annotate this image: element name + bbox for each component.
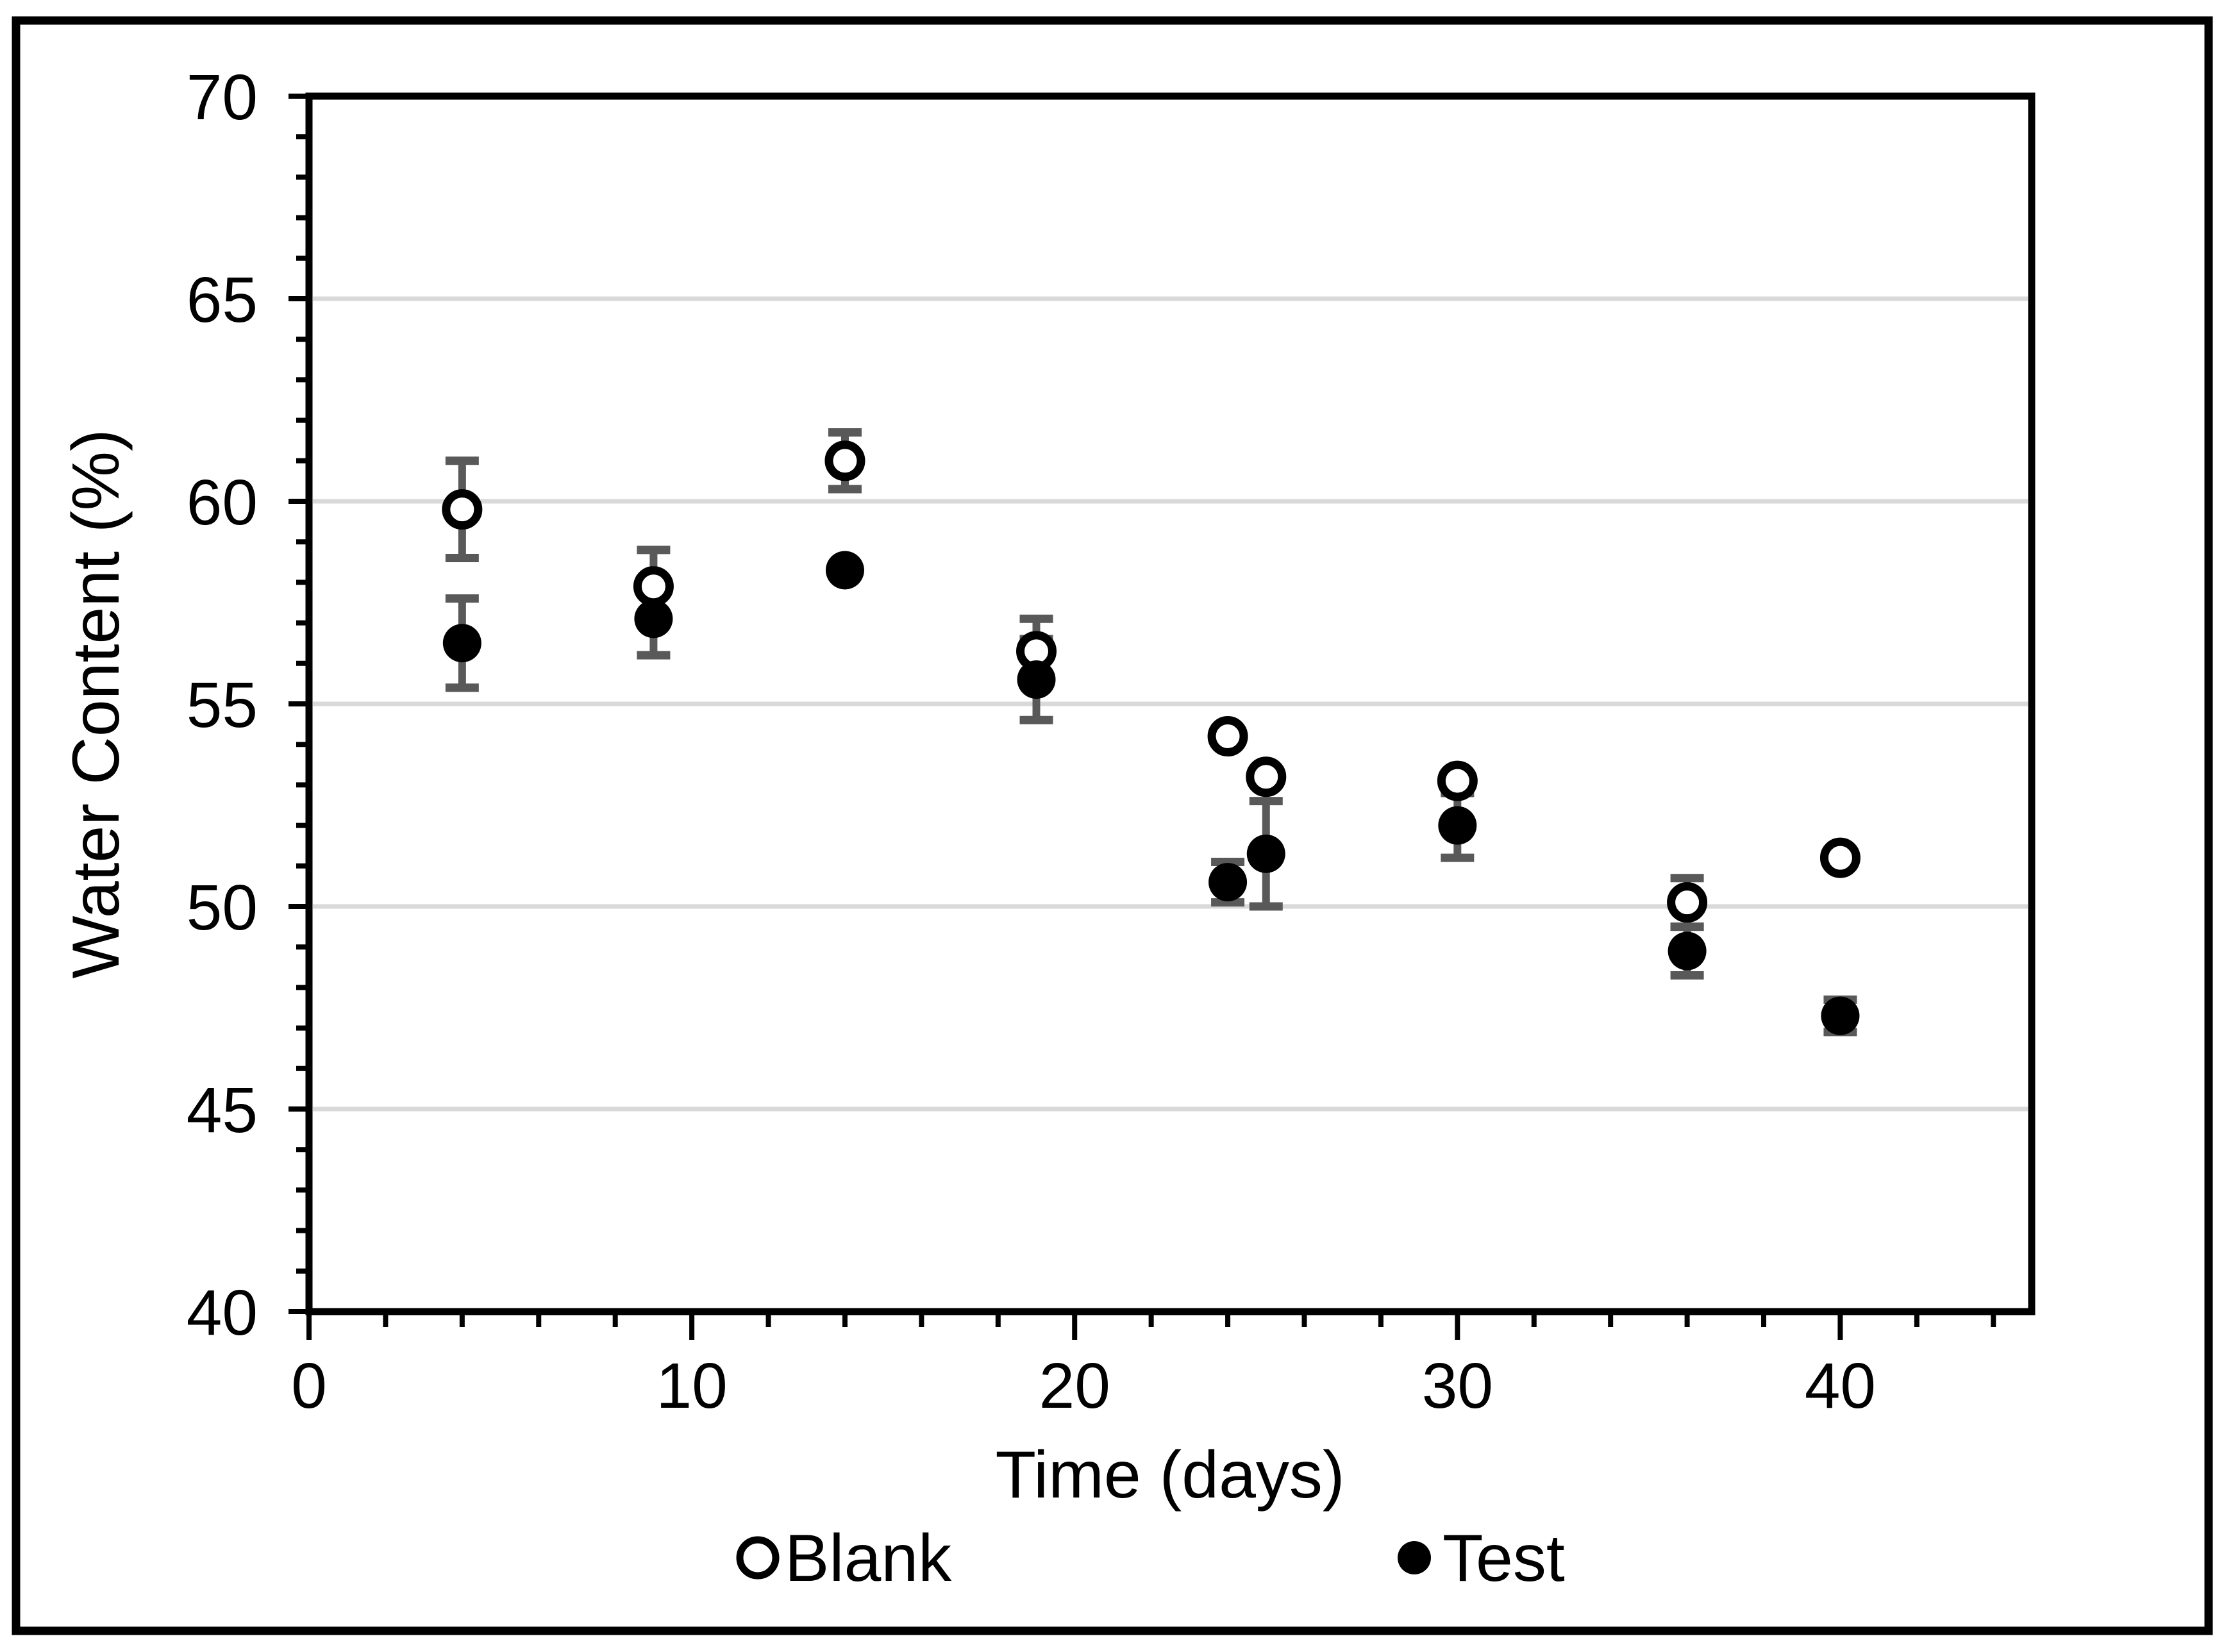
data-point-test bbox=[1438, 806, 1477, 845]
data-point-blank bbox=[1207, 716, 1248, 757]
y-tick-label: 65 bbox=[187, 264, 258, 336]
gridlines bbox=[313, 296, 2028, 1112]
data-point-blank bbox=[1437, 760, 1478, 801]
y-tick-label: 55 bbox=[187, 669, 258, 741]
error-bars bbox=[445, 428, 1857, 1037]
data-point-test bbox=[1246, 834, 1285, 873]
y-axis-title: Water Content (%) bbox=[59, 429, 133, 978]
data-point-test bbox=[825, 551, 864, 590]
legend-label-blank: Blank bbox=[785, 1521, 952, 1596]
data-point-blank bbox=[824, 440, 865, 481]
data-point-test bbox=[1821, 996, 1860, 1035]
data-point-test bbox=[634, 599, 673, 638]
series-blank-points bbox=[442, 440, 1860, 923]
data-point-test bbox=[1208, 863, 1248, 902]
x-tick-label: 0 bbox=[291, 1350, 327, 1422]
outer-border bbox=[12, 16, 2213, 1635]
y-tick-label: 70 bbox=[187, 62, 258, 133]
x-tick-label: 10 bbox=[656, 1350, 727, 1422]
data-point-blank bbox=[633, 566, 674, 607]
legend-marker-test-icon bbox=[1398, 1541, 1431, 1574]
data-point-test bbox=[442, 624, 481, 663]
y-tick-label: 60 bbox=[187, 467, 258, 538]
data-point-blank bbox=[1246, 756, 1287, 797]
data-point-blank bbox=[1819, 837, 1860, 878]
x-tick-label: 40 bbox=[1805, 1350, 1876, 1422]
x-tick-label: 20 bbox=[1039, 1350, 1110, 1422]
axis-ticks bbox=[288, 94, 1996, 1340]
data-point-blank bbox=[442, 489, 483, 530]
y-tick-label: 40 bbox=[187, 1277, 258, 1349]
legend: Blank Test bbox=[736, 1521, 1565, 1596]
legend-label-test: Test bbox=[1442, 1521, 1565, 1596]
legend-marker-blank-icon bbox=[736, 1536, 780, 1580]
data-point-test bbox=[1017, 660, 1056, 699]
series-test-points bbox=[442, 551, 1860, 1035]
data-point-blank bbox=[1667, 882, 1708, 923]
axis-tick-labels: 40 45 50 55 60 65 70 0 10 20 30 40 bbox=[187, 62, 1876, 1422]
y-tick-label: 45 bbox=[187, 1074, 258, 1146]
y-tick-label: 50 bbox=[187, 872, 258, 944]
x-axis-title: Time (days) bbox=[995, 1438, 1344, 1512]
x-tick-label: 30 bbox=[1422, 1350, 1493, 1422]
data-point-test bbox=[1668, 931, 1707, 971]
